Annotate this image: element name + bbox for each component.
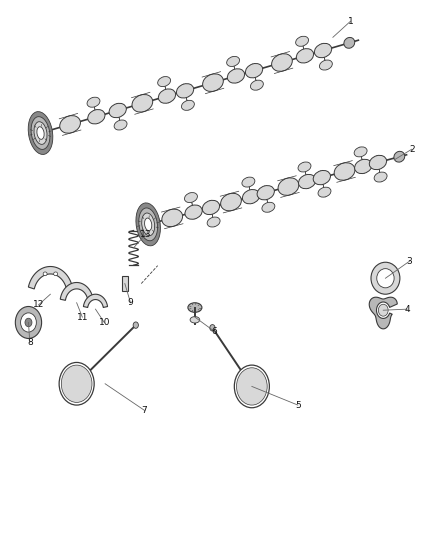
Ellipse shape — [242, 190, 260, 204]
Text: 9: 9 — [127, 298, 134, 307]
Ellipse shape — [141, 213, 155, 236]
Ellipse shape — [132, 94, 153, 112]
Ellipse shape — [278, 178, 299, 196]
Ellipse shape — [159, 89, 176, 103]
Ellipse shape — [203, 74, 223, 92]
Ellipse shape — [226, 56, 240, 67]
Polygon shape — [83, 294, 108, 308]
Ellipse shape — [188, 303, 202, 312]
Text: 10: 10 — [99, 318, 110, 327]
Text: 12: 12 — [33, 301, 44, 309]
Ellipse shape — [210, 325, 215, 331]
Ellipse shape — [184, 192, 198, 203]
Ellipse shape — [318, 187, 331, 197]
Ellipse shape — [313, 171, 331, 185]
Text: 3: 3 — [406, 257, 413, 265]
FancyBboxPatch shape — [121, 276, 128, 291]
Ellipse shape — [334, 163, 355, 180]
Text: 2: 2 — [409, 145, 414, 154]
Ellipse shape — [145, 218, 152, 231]
Ellipse shape — [394, 151, 405, 162]
Ellipse shape — [181, 100, 194, 110]
Ellipse shape — [272, 54, 292, 71]
Ellipse shape — [15, 306, 42, 338]
Ellipse shape — [251, 80, 263, 90]
Ellipse shape — [185, 205, 202, 219]
Polygon shape — [28, 266, 72, 289]
Text: 4: 4 — [405, 305, 410, 313]
Ellipse shape — [88, 110, 105, 124]
Ellipse shape — [136, 203, 160, 246]
Ellipse shape — [371, 262, 400, 294]
Text: 8: 8 — [27, 338, 33, 346]
Ellipse shape — [314, 43, 332, 58]
Ellipse shape — [133, 322, 138, 328]
Ellipse shape — [299, 174, 316, 189]
Ellipse shape — [257, 185, 274, 200]
Ellipse shape — [190, 317, 200, 323]
Ellipse shape — [227, 69, 244, 83]
Ellipse shape — [354, 147, 367, 157]
Ellipse shape — [344, 37, 355, 49]
Ellipse shape — [31, 117, 50, 149]
Ellipse shape — [297, 49, 314, 63]
Ellipse shape — [202, 200, 219, 215]
Ellipse shape — [37, 127, 44, 139]
Ellipse shape — [245, 63, 263, 78]
Ellipse shape — [296, 36, 308, 46]
Text: 7: 7 — [141, 406, 148, 415]
Ellipse shape — [21, 313, 36, 332]
Ellipse shape — [221, 193, 241, 211]
Text: 1: 1 — [347, 17, 353, 26]
Text: 5: 5 — [295, 401, 301, 409]
Ellipse shape — [177, 84, 194, 98]
Text: 13: 13 — [140, 230, 151, 239]
Ellipse shape — [59, 362, 94, 405]
Ellipse shape — [262, 203, 275, 212]
Ellipse shape — [162, 209, 183, 227]
Ellipse shape — [60, 116, 81, 133]
Ellipse shape — [377, 269, 394, 288]
Ellipse shape — [234, 365, 269, 408]
Ellipse shape — [369, 155, 387, 169]
Ellipse shape — [114, 120, 127, 130]
Polygon shape — [60, 282, 93, 300]
Ellipse shape — [53, 272, 57, 276]
Ellipse shape — [87, 97, 100, 107]
Text: 11: 11 — [77, 313, 88, 321]
Ellipse shape — [43, 272, 47, 276]
Ellipse shape — [28, 111, 53, 155]
Text: 6: 6 — [212, 327, 218, 336]
Ellipse shape — [34, 122, 47, 144]
Ellipse shape — [25, 318, 32, 327]
Ellipse shape — [237, 368, 267, 405]
Ellipse shape — [242, 177, 255, 187]
Ellipse shape — [158, 77, 170, 86]
Ellipse shape — [378, 304, 388, 316]
Ellipse shape — [374, 172, 387, 182]
Polygon shape — [369, 297, 397, 329]
Ellipse shape — [319, 60, 332, 70]
Ellipse shape — [109, 103, 126, 118]
Ellipse shape — [139, 208, 158, 241]
Ellipse shape — [207, 217, 220, 227]
Ellipse shape — [355, 159, 372, 174]
Ellipse shape — [298, 162, 311, 172]
Ellipse shape — [61, 365, 92, 402]
